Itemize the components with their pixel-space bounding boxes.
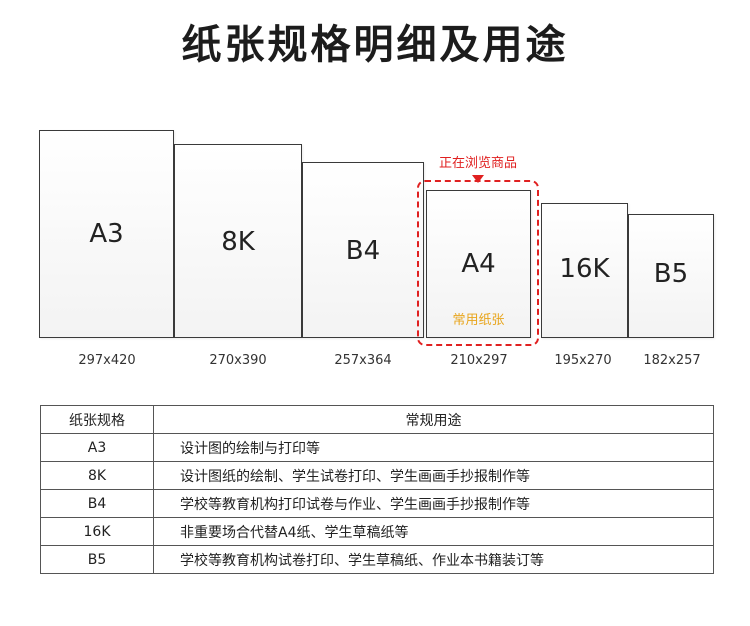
row-size: B5 <box>40 545 154 574</box>
paper-b5: B5 <box>628 214 714 338</box>
header-size: 纸张规格 <box>40 405 154 434</box>
row-usage: 设计图的绘制与打印等 <box>153 433 714 462</box>
dims-b4: 257x364 <box>334 353 392 368</box>
dims-a3: 297x420 <box>78 353 136 368</box>
paper-8k: 8K <box>174 144 302 338</box>
paper-16k-label: 16K <box>559 254 610 284</box>
paper-a4: A4 常用纸张 <box>426 190 531 338</box>
row-size: 8K <box>40 461 154 490</box>
dims-a4: 210x297 <box>450 353 508 368</box>
row-size: A3 <box>40 433 154 462</box>
paper-a4-sub: 常用纸张 <box>452 313 505 328</box>
table-row: 8K 设计图纸的绘制、学生试卷打印、学生画画手抄报制作等 <box>40 461 714 490</box>
row-size: B4 <box>40 489 154 518</box>
page-title: 纸张规格明细及用途 <box>181 22 569 68</box>
table-row: B4 学校等教育机构打印试卷与作业、学生画画手抄报制作等 <box>40 489 714 518</box>
header-usage: 常规用途 <box>153 405 714 434</box>
current-product-badge: 正在浏览商品 <box>438 156 517 171</box>
paper-a4-label: A4 <box>461 249 496 279</box>
current-product-highlight <box>417 180 539 346</box>
row-usage: 学校等教育机构打印试卷与作业、学生画画手抄报制作等 <box>153 489 714 518</box>
paper-8k-label: 8K <box>221 227 255 257</box>
table-row: A3 设计图的绘制与打印等 <box>40 433 714 462</box>
table-row: 16K 非重要场合代替A4纸、学生草稿纸等 <box>40 517 714 546</box>
row-usage: 学校等教育机构试卷打印、学生草稿纸、作业本书籍装订等 <box>153 545 714 574</box>
paper-b5-label: B5 <box>653 259 689 289</box>
paper-b4: B4 <box>302 162 424 338</box>
row-size: 16K <box>40 517 154 546</box>
dims-b5: 182x257 <box>643 353 701 368</box>
paper-b4-label: B4 <box>345 236 381 266</box>
paper-a3: A3 <box>39 130 174 338</box>
paper-a3-label: A3 <box>89 219 124 249</box>
table-row: B5 学校等教育机构试卷打印、学生草稿纸、作业本书籍装订等 <box>40 545 714 574</box>
table-header-row: 纸张规格 常规用途 <box>40 405 714 434</box>
paper-16k: 16K <box>541 203 628 338</box>
row-usage: 非重要场合代替A4纸、学生草稿纸等 <box>153 517 714 546</box>
row-usage: 设计图纸的绘制、学生试卷打印、学生画画手抄报制作等 <box>153 461 714 490</box>
paper-usage-table: 纸张规格 常规用途 A3 设计图的绘制与打印等 8K 设计图纸的绘制、学生试卷打… <box>40 405 714 574</box>
dims-16k: 195x270 <box>554 353 612 368</box>
dims-8k: 270x390 <box>209 353 267 368</box>
badge-arrow-icon <box>472 175 484 183</box>
